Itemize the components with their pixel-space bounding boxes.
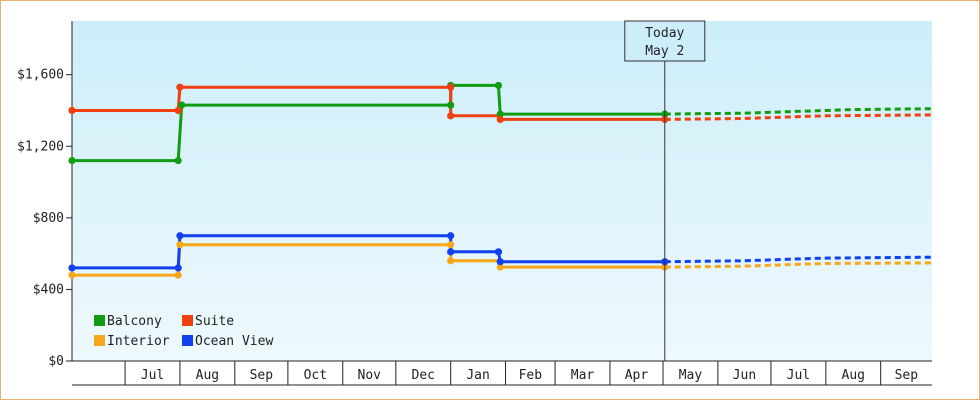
data-point xyxy=(447,112,455,120)
x-tick-label: Feb xyxy=(519,368,543,383)
x-tick-label: Sep xyxy=(895,368,919,383)
data-point xyxy=(447,232,455,240)
y-tick-label: $1,600 xyxy=(17,68,64,83)
data-point xyxy=(447,101,455,109)
series-forecast-line xyxy=(664,255,933,264)
data-point xyxy=(68,156,76,165)
today-date: May 2 xyxy=(645,44,684,59)
legend-swatch xyxy=(94,315,105,326)
data-point xyxy=(176,241,184,249)
plot-background xyxy=(72,21,932,361)
legend-swatch xyxy=(182,335,193,346)
legend-label: Suite xyxy=(195,314,234,329)
x-tick-label: Aug xyxy=(842,368,865,383)
x-tick-label: Dec xyxy=(412,368,435,383)
data-point xyxy=(68,106,76,115)
y-tick-label: $400 xyxy=(33,282,64,297)
data-point xyxy=(496,263,504,271)
data-point xyxy=(447,257,455,265)
data-point xyxy=(176,83,184,91)
data-point xyxy=(494,248,503,256)
data-point xyxy=(496,258,504,266)
x-tick-label: Oct xyxy=(304,368,327,383)
legend-label: Interior xyxy=(107,334,170,349)
series-forecast-line xyxy=(664,261,933,269)
legend-swatch xyxy=(94,335,105,346)
data-point xyxy=(174,156,182,165)
data-point xyxy=(447,241,455,249)
data-point xyxy=(494,81,503,90)
x-tick-label: Apr xyxy=(625,368,649,383)
x-tick-label: Jun xyxy=(733,368,756,383)
data-point xyxy=(174,264,182,272)
data-point xyxy=(496,115,504,124)
x-tick-label: Jul xyxy=(787,368,810,383)
data-point xyxy=(176,232,184,240)
today-box xyxy=(624,20,706,62)
x-tick-label: Jan xyxy=(466,368,489,383)
x-tick-label: May xyxy=(679,368,703,383)
y-tick-label: $1,200 xyxy=(17,139,64,154)
series-forecast-line xyxy=(664,107,933,116)
data-point xyxy=(447,248,455,256)
legend-label: Ocean View xyxy=(195,334,273,349)
data-point xyxy=(178,101,186,109)
x-tick-label: Sep xyxy=(250,368,274,383)
data-point xyxy=(174,271,182,279)
x-tick-label: Jul xyxy=(141,368,164,383)
data-point xyxy=(447,83,455,91)
x-tick-label: Aug xyxy=(196,368,219,383)
legend-label: Balcony xyxy=(107,314,162,329)
x-tick-label: Mar xyxy=(571,368,595,383)
y-tick-label: $0 xyxy=(48,354,64,369)
y-tick-label: $800 xyxy=(33,211,64,226)
x-tick-label: Nov xyxy=(358,368,382,383)
data-point xyxy=(68,271,76,279)
data-point xyxy=(68,264,76,272)
today-label: Today xyxy=(645,26,684,41)
data-point xyxy=(496,110,504,118)
legend-swatch xyxy=(182,315,193,326)
series-forecast-line xyxy=(664,113,933,121)
data-point xyxy=(174,106,182,115)
